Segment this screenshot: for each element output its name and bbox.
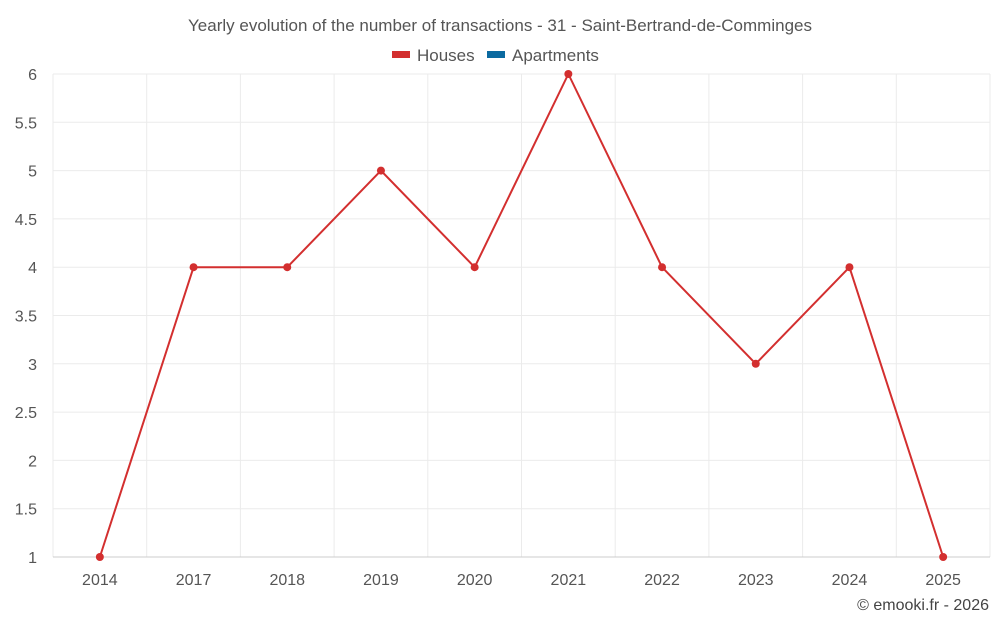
y-tick-label: 2.5 <box>15 405 37 422</box>
x-axis-ticks: 2014 2017 2018 2019 2020 2021 2022 2023 2024 2025 <box>82 572 961 589</box>
data-point-houses-2020[interactable] <box>470 263 479 272</box>
y-tick-label: 5 <box>28 164 37 181</box>
legend-item-houses[interactable]: Houses <box>392 46 475 65</box>
chart-title: Yearly evolution of the number of transa… <box>188 16 812 35</box>
y-tick-label: 5.5 <box>15 115 37 132</box>
legend-label-houses: Houses <box>417 46 475 65</box>
series-line-houses <box>98 73 945 558</box>
y-tick-label: 1.5 <box>15 502 37 519</box>
y-tick-label: 4.5 <box>15 212 37 229</box>
x-tick-label: 2025 <box>925 572 961 589</box>
data-point-houses-2018[interactable] <box>283 263 292 272</box>
y-tick-label: 2 <box>28 453 37 470</box>
y-tick-label: 1 <box>28 550 37 567</box>
data-point-houses-2017[interactable] <box>189 263 198 272</box>
y-tick-label: 4 <box>28 260 37 277</box>
y-tick-label: 6 <box>28 67 37 84</box>
legend-item-apartments[interactable]: Apartments <box>487 46 599 65</box>
x-tick-label: 2021 <box>551 572 587 589</box>
series-houses <box>95 70 948 561</box>
x-tick-label: 2018 <box>269 572 305 589</box>
x-tick-label: 2019 <box>363 572 399 589</box>
data-point-houses-2019[interactable] <box>376 166 385 175</box>
x-tick-label: 2014 <box>82 572 118 589</box>
legend-label-apartments: Apartments <box>512 46 599 65</box>
credit-text: © emooki.fr - 2026 <box>857 597 989 614</box>
x-tick-label: 2024 <box>832 572 868 589</box>
legend-swatch-houses <box>392 51 410 58</box>
data-point-houses-2023[interactable] <box>751 359 760 368</box>
data-point-houses-2014[interactable] <box>95 553 104 561</box>
legend-swatch-apartments <box>487 51 505 58</box>
legend: Houses Apartments <box>392 46 599 65</box>
data-point-houses-2022[interactable] <box>658 263 667 272</box>
data-point-houses-2021[interactable] <box>564 70 573 78</box>
y-tick-label: 3 <box>28 357 37 374</box>
x-tick-label: 2023 <box>738 572 774 589</box>
x-tick-label: 2022 <box>644 572 680 589</box>
x-tick-label: 2017 <box>176 572 212 589</box>
data-point-houses-2024[interactable] <box>845 263 854 272</box>
y-tick-label: 3.5 <box>15 309 37 326</box>
data-point-houses-2025[interactable] <box>939 553 948 561</box>
y-axis-ticks: 1 1.5 2 2.5 3 3.5 4 4.5 5 5.5 6 <box>15 67 37 567</box>
x-tick-label: 2020 <box>457 572 493 589</box>
